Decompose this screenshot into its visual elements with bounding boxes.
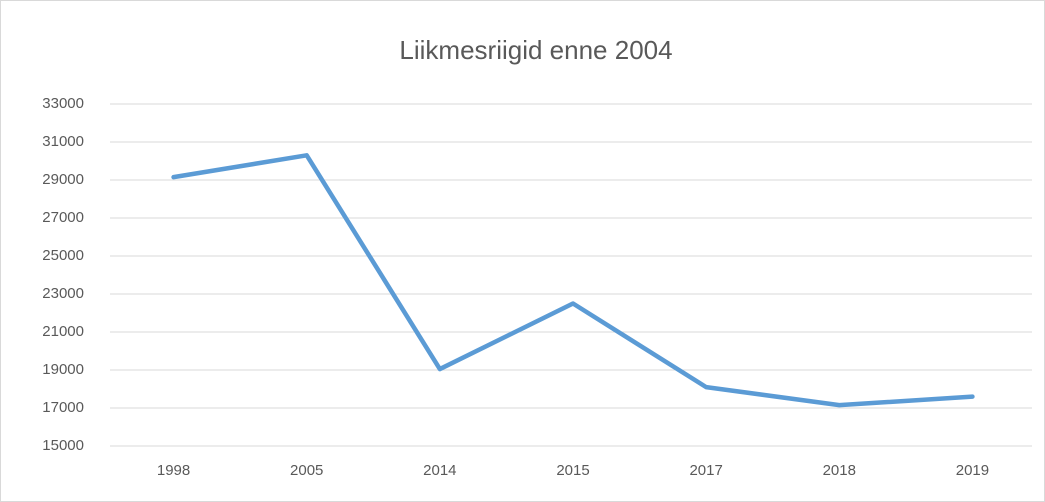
x-tick-label: 2015 — [556, 462, 589, 479]
y-tick-label: 29000 — [42, 171, 84, 188]
y-tick-label: 21000 — [42, 323, 84, 340]
x-tick-label: 2019 — [956, 462, 989, 479]
x-tick-label: 2014 — [423, 462, 456, 479]
y-tick-label: 31000 — [42, 133, 84, 150]
chart-title: Liikmesriigid enne 2004 — [399, 35, 672, 65]
y-tick-label: 17000 — [42, 399, 84, 416]
x-tick-label: 2017 — [689, 462, 722, 479]
y-tick-label: 23000 — [42, 285, 84, 302]
y-tick-label: 15000 — [42, 437, 84, 454]
x-tick-label: 2018 — [823, 462, 856, 479]
x-tick-label: 2005 — [290, 462, 323, 479]
y-tick-label: 27000 — [42, 209, 84, 226]
y-tick-label: 25000 — [42, 247, 84, 264]
y-tick-label: 19000 — [42, 361, 84, 378]
x-tick-label: 1998 — [157, 462, 190, 479]
y-tick-label: 33000 — [42, 95, 84, 112]
line — [171, 153, 975, 408]
